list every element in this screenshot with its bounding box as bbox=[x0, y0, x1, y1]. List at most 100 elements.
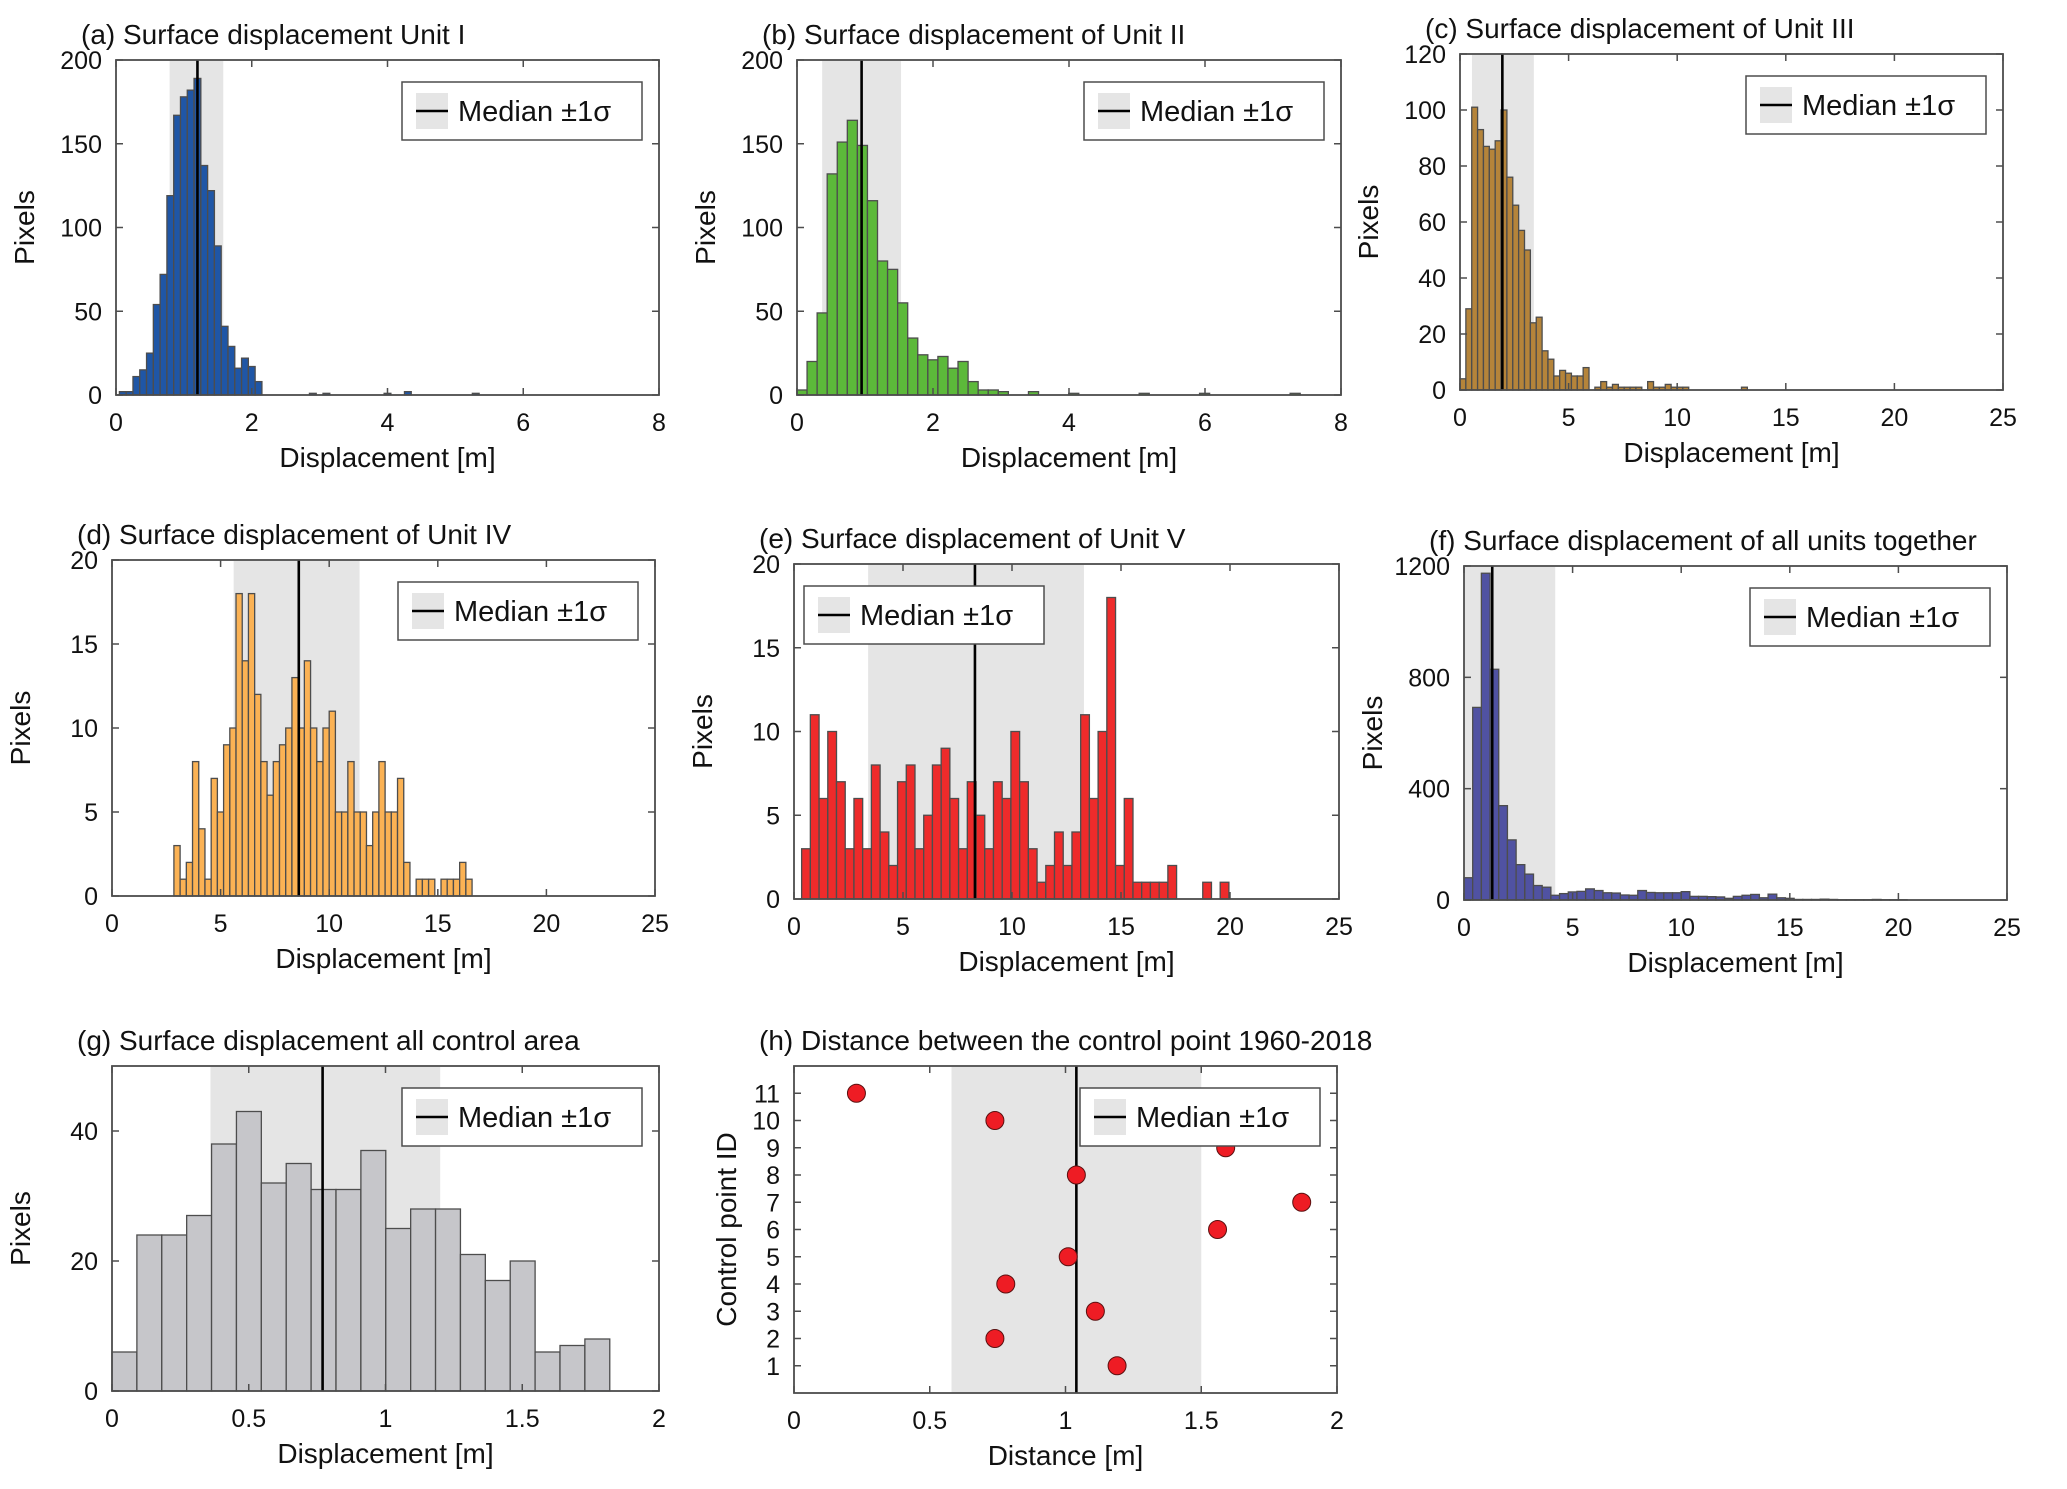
x-tick-label: 0 bbox=[790, 409, 804, 437]
y-tick-label: 60 bbox=[1418, 209, 1446, 237]
histogram-bar bbox=[229, 727, 237, 897]
histogram-bar bbox=[1080, 714, 1091, 900]
y-tick-label: 0 bbox=[88, 382, 102, 410]
y-tick-label: 40 bbox=[1418, 265, 1446, 293]
histogram-bar bbox=[1663, 892, 1674, 901]
histogram-bar bbox=[1535, 316, 1543, 391]
histogram-bar bbox=[1576, 890, 1587, 901]
legend-label: Median ±1σ bbox=[1802, 90, 1955, 122]
histogram-bar bbox=[1584, 888, 1595, 901]
histogram-bar bbox=[1559, 369, 1567, 391]
control-point-marker bbox=[1208, 1220, 1228, 1239]
histogram-bar bbox=[975, 814, 986, 900]
histogram-bar bbox=[853, 797, 864, 900]
control-point-marker bbox=[1085, 1301, 1105, 1321]
x-tick-label: 0 bbox=[1457, 914, 1471, 942]
histogram-bar bbox=[1680, 891, 1691, 901]
histogram-bar bbox=[186, 89, 195, 396]
y-tick-label: 100 bbox=[741, 215, 783, 243]
y-tick-label: 15 bbox=[752, 635, 780, 663]
control-point-marker bbox=[1058, 1247, 1078, 1267]
histogram-bar bbox=[235, 592, 243, 897]
y-tick-label: 5 bbox=[766, 802, 780, 830]
histogram-bar bbox=[1541, 350, 1549, 391]
x-tick-label: 4 bbox=[1062, 409, 1076, 437]
histogram-bar bbox=[1482, 145, 1490, 391]
x-tick-label: 10 bbox=[315, 910, 343, 938]
histogram-bar bbox=[309, 727, 318, 897]
histogram-bar bbox=[1553, 375, 1561, 391]
y-tick-label: 7 bbox=[766, 1189, 780, 1217]
histogram-bar bbox=[1480, 572, 1491, 901]
histogram-bar bbox=[1471, 106, 1479, 391]
histogram-bar bbox=[446, 878, 455, 897]
histogram-bar bbox=[957, 360, 969, 396]
y-tick-label: 15 bbox=[70, 631, 98, 659]
y-tick-label: 200 bbox=[60, 47, 102, 75]
histogram-bar bbox=[896, 781, 907, 900]
histogram-bar bbox=[816, 312, 828, 396]
histogram-bar bbox=[1141, 881, 1152, 900]
x-tick-label: 4 bbox=[381, 409, 395, 437]
histogram-bar bbox=[410, 1208, 437, 1392]
histogram-bar bbox=[1558, 892, 1569, 901]
y-tick-label: 0 bbox=[766, 886, 780, 914]
panel-e: (e) Surface displacement of Unit V 0 5 10 15… bbox=[687, 523, 1353, 977]
histogram-bar bbox=[1576, 375, 1584, 391]
histogram-bar bbox=[1593, 889, 1604, 901]
histogram-bar bbox=[947, 367, 959, 396]
legend: Median ±1σ bbox=[1749, 587, 1991, 647]
legend-label: Median ±1σ bbox=[860, 600, 1013, 632]
x-tick-label: 25 bbox=[1325, 913, 1353, 941]
x-tick-label: 10 bbox=[1663, 404, 1691, 432]
histogram-bar bbox=[818, 797, 829, 900]
legend-label: Median ±1σ bbox=[458, 1102, 611, 1134]
histogram-bar bbox=[235, 1110, 262, 1392]
panel-title: (c) Surface displacement of Unit III bbox=[1425, 13, 1855, 44]
histogram-bar bbox=[1062, 864, 1073, 900]
histogram-bar bbox=[173, 844, 181, 897]
panel-h: (h) Distance between the control point 1… bbox=[711, 1025, 1372, 1471]
histogram-bar bbox=[1202, 881, 1213, 900]
histogram-bar bbox=[940, 747, 951, 900]
histogram-bar bbox=[440, 878, 448, 897]
histogram-bar bbox=[272, 760, 281, 897]
y-axis-label: Control point ID bbox=[711, 1132, 742, 1327]
histogram-bar bbox=[905, 764, 916, 900]
y-tick-label: 100 bbox=[1404, 97, 1446, 125]
x-tick-label: 6 bbox=[516, 409, 530, 437]
histogram-bar bbox=[372, 811, 380, 897]
histogram-bar bbox=[1529, 322, 1537, 391]
y-tick-label: 10 bbox=[70, 715, 98, 743]
x-tick-label: 25 bbox=[1989, 404, 2017, 432]
x-tick-label: 2 bbox=[926, 409, 940, 437]
x-tick-label: 5 bbox=[1566, 914, 1580, 942]
y-tick-label: 20 bbox=[70, 547, 98, 575]
histogram-bar bbox=[1494, 140, 1502, 391]
histogram-bar bbox=[835, 781, 846, 900]
histogram-bar bbox=[285, 1162, 312, 1392]
panel-title: (b) Surface displacement of Unit II bbox=[762, 19, 1185, 50]
histogram-bar bbox=[967, 380, 979, 396]
x-tick-label: 1 bbox=[1059, 1407, 1073, 1435]
histogram-bar bbox=[1532, 884, 1543, 901]
histogram-bar bbox=[222, 744, 231, 897]
histogram-bar bbox=[334, 811, 343, 897]
histogram-bar bbox=[185, 861, 194, 897]
histogram-bar bbox=[206, 189, 216, 396]
x-axis-label: Displacement [m] bbox=[279, 442, 495, 473]
histogram-bar bbox=[559, 1344, 586, 1392]
histogram-bar bbox=[198, 828, 206, 897]
y-tick-label: 0 bbox=[84, 883, 98, 911]
histogram-bar bbox=[427, 878, 436, 897]
x-tick-label: 1 bbox=[379, 1405, 393, 1433]
histogram-bar bbox=[1018, 781, 1030, 900]
x-tick-label: 15 bbox=[424, 910, 452, 938]
y-tick-label: 0 bbox=[1432, 377, 1446, 405]
histogram-bar bbox=[879, 831, 890, 900]
histogram-bar bbox=[534, 1351, 561, 1392]
histogram-bar bbox=[191, 760, 200, 897]
histogram-bar bbox=[1570, 375, 1578, 391]
histogram-bar bbox=[846, 119, 859, 396]
x-tick-label: 8 bbox=[652, 409, 666, 437]
